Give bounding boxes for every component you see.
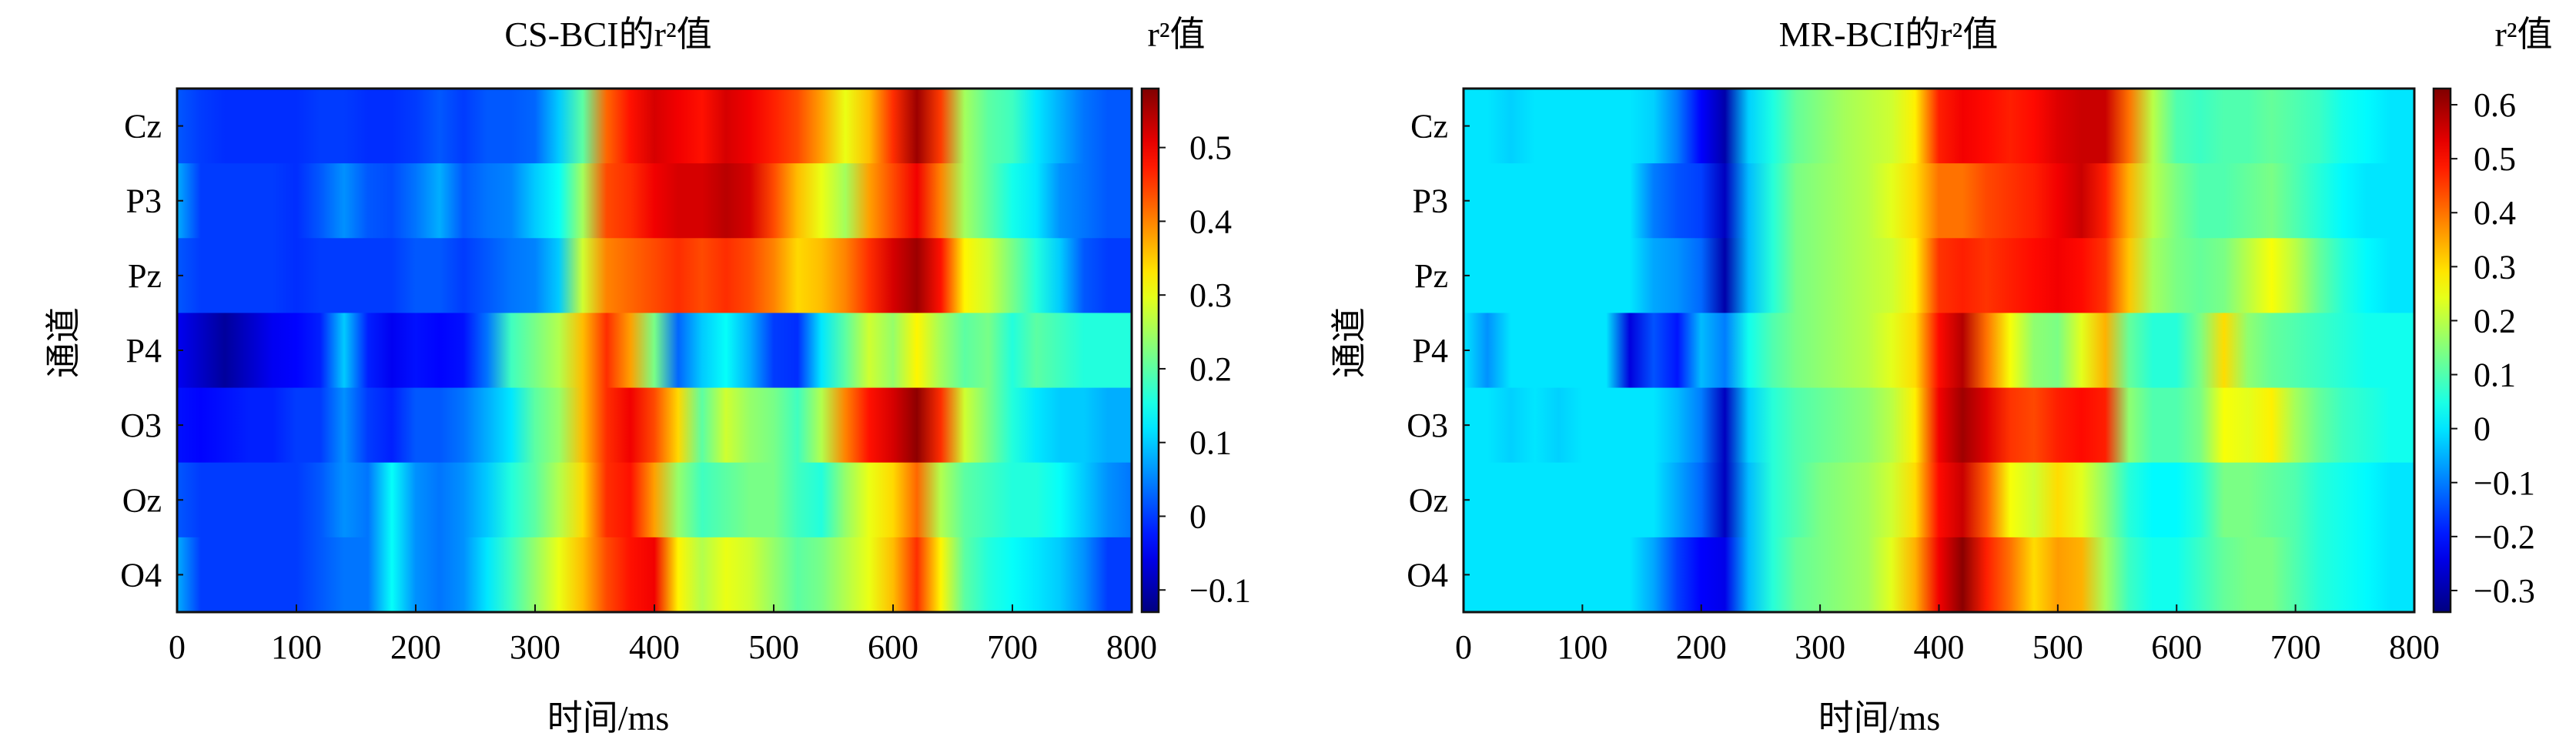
chart-title: MR-BCI的r²值 xyxy=(1779,15,1999,54)
colorbar-tick-label: 0.5 xyxy=(1189,129,1232,167)
colorbar-tick-label: 0.1 xyxy=(1189,424,1232,462)
x-tick-label: 200 xyxy=(390,628,441,666)
y-tick-label: Oz xyxy=(122,481,162,519)
heatmap-row-oz xyxy=(1464,462,2414,538)
colorbar-title: r²值 xyxy=(2494,15,2552,54)
x-tick-label: 600 xyxy=(2151,628,2202,666)
y-axis-label: 通道 xyxy=(44,307,83,378)
heatmap-row-p4 xyxy=(1464,313,2414,389)
colorbar-tick-label: −0.1 xyxy=(1189,571,1251,609)
y-tick-label: Oz xyxy=(1409,481,1448,519)
colorbar xyxy=(2432,87,2452,614)
colorbar-tick-label: 0.3 xyxy=(2474,248,2516,286)
colorbar-tick-label: 0 xyxy=(1189,497,1206,535)
colorbar-tick-label: 0 xyxy=(2474,410,2491,448)
y-axis-label: 通道 xyxy=(1330,307,1369,378)
colorbar-tick-label: 0.2 xyxy=(2474,302,2516,340)
heatmap-row-p3 xyxy=(1464,163,2414,239)
y-tick-label: P3 xyxy=(1413,182,1448,220)
x-tick-label: 400 xyxy=(629,628,680,666)
colorbar xyxy=(1140,87,1160,614)
heatmap-row-pz xyxy=(1464,238,2414,314)
chart-panel-cs-bci: CS-BCI的r²值 r²值 时间/ms 通道 Cz P3 Pz P4 O3 Oz O4 0 1… xyxy=(44,15,1251,738)
heatmap-row-o3 xyxy=(177,387,1132,464)
y-tick-label: Cz xyxy=(124,108,162,146)
heatmap-row-pz xyxy=(177,238,1132,314)
y-tick-label: O3 xyxy=(120,407,162,444)
colorbar-tick-label: −0.1 xyxy=(2474,464,2535,502)
y-tick-label: O4 xyxy=(120,556,162,594)
x-tick-label: 300 xyxy=(510,628,560,666)
colorbar-tick-label: 0.4 xyxy=(2474,194,2516,232)
x-axis-label: 时间/ms xyxy=(1818,698,1940,738)
x-tick-label: 200 xyxy=(1676,628,1727,666)
chart-panel-mr-bci: MR-BCI的r²值 r²值 时间/ms 通道 Cz P3 Pz P4 O3 Oz O4 0 1… xyxy=(1288,0,2576,743)
x-tick-label: 800 xyxy=(1106,628,1157,666)
y-tick-label: Pz xyxy=(128,257,162,295)
heatmap-row-p3 xyxy=(177,163,1132,239)
y-tick-label: Cz xyxy=(1410,108,1448,146)
y-tick-label: P4 xyxy=(1413,332,1448,370)
x-tick-label: 0 xyxy=(169,628,186,666)
colorbar-tick-label: 0.5 xyxy=(2474,140,2516,178)
x-tick-label: 100 xyxy=(271,628,322,666)
x-tick-label: 100 xyxy=(1557,628,1607,666)
x-tick-label: 700 xyxy=(2270,628,2321,666)
y-tick-label: Pz xyxy=(1414,257,1448,295)
x-axis-label: 时间/ms xyxy=(547,698,669,738)
x-tick-label: 800 xyxy=(2389,628,2440,666)
colorbar-tick-label: 0.1 xyxy=(2474,356,2516,394)
colorbar-tick-label: 0.4 xyxy=(1189,202,1232,240)
heatmap-row-o3 xyxy=(1464,387,2414,464)
x-tick-label: 400 xyxy=(1914,628,1965,666)
heatmap-row-oz xyxy=(177,462,1132,538)
x-tick-label: 600 xyxy=(868,628,918,666)
y-tick-label: P4 xyxy=(126,332,162,370)
x-tick-label: 700 xyxy=(987,628,1038,666)
colorbar-tick-label: −0.3 xyxy=(2474,572,2535,610)
colorbar-tick-label: 0.2 xyxy=(1189,350,1232,388)
colorbar-tick-label: 0.6 xyxy=(2474,86,2516,124)
heatmap-row-p4 xyxy=(177,313,1132,389)
y-tick-label: P3 xyxy=(126,182,162,220)
colorbar-title: r²值 xyxy=(1147,15,1205,54)
y-tick-label: O4 xyxy=(1407,556,1448,594)
heatmap-row-cz xyxy=(1464,89,2414,164)
x-tick-label: 300 xyxy=(1795,628,1845,666)
colorbar-tick-label: 0.3 xyxy=(1189,276,1232,314)
heatmap-row-o4 xyxy=(1464,537,2414,613)
heatmap-row-o4 xyxy=(177,537,1132,613)
chart-title: CS-BCI的r²值 xyxy=(504,15,711,54)
x-tick-label: 500 xyxy=(748,628,799,666)
heatmap-row-cz xyxy=(177,89,1132,164)
x-tick-label: 0 xyxy=(1455,628,1472,666)
colorbar-tick-label: −0.2 xyxy=(2474,518,2535,556)
x-tick-label: 500 xyxy=(2032,628,2083,666)
y-tick-label: O3 xyxy=(1407,407,1448,444)
